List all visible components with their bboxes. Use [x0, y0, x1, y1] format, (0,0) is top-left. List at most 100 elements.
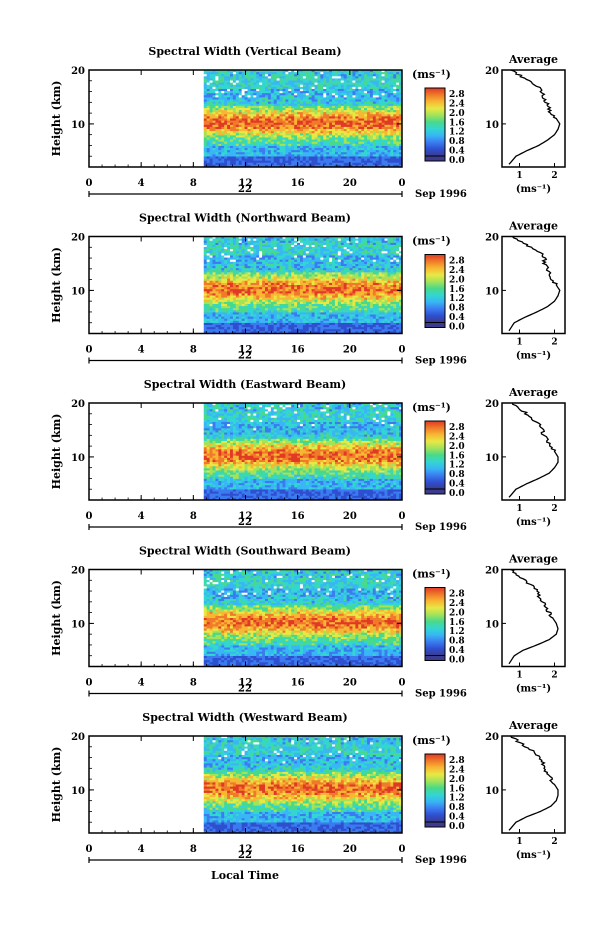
x-tick-label: 12	[239, 678, 253, 689]
profile-y-tick-label: 20	[485, 732, 499, 743]
colorbar-tick-label: 0.8	[449, 137, 465, 147]
profile-line	[508, 568, 559, 665]
panel-5: Spectral Width (Westward Beam) Height (km…	[50, 711, 566, 866]
colorbar-tick-label: 2.8	[449, 423, 465, 433]
colorbar	[424, 753, 446, 823]
y-axis-label: Height (km)	[50, 747, 63, 823]
y-axis-label: Height (km)	[50, 580, 63, 656]
profile-frame	[501, 69, 566, 168]
x-tick-label: 4	[138, 844, 145, 855]
profile-y-tick-label: 20	[485, 66, 499, 77]
profile-x-label: (ms⁻¹)	[516, 184, 551, 195]
date-marker: 22	[238, 850, 252, 861]
profile-title: Average	[508, 53, 558, 66]
profile-title: Average	[508, 719, 558, 732]
colorbar-tick-label: 1.6	[449, 784, 465, 794]
x-tick-label: 0	[86, 678, 93, 689]
y-tick-label: 20	[71, 233, 85, 244]
colorbar-tick-label: 0.8	[449, 304, 465, 314]
x-tick-label: 8	[190, 678, 197, 689]
colorbar-unit: (ms⁻¹)	[412, 235, 451, 248]
colorbar-tick-label: 2.8	[449, 756, 465, 766]
date-label: Sep 1996	[415, 522, 467, 533]
y-tick-label: 20	[71, 66, 85, 77]
x-axis-label-local-time: Local Time	[211, 869, 279, 882]
y-axis-label: Height (km)	[50, 414, 63, 490]
x-tick-label: 4	[138, 678, 145, 689]
y-tick-label: 10	[71, 286, 85, 297]
y-tick-label: 20	[71, 399, 85, 410]
x-tick-label: 0	[399, 178, 406, 189]
profile-x-tick-label: 2	[551, 338, 557, 348]
heatmap-cells	[203, 403, 403, 501]
x-tick-label: 20	[343, 178, 357, 189]
x-tick-label: 16	[291, 345, 305, 356]
profile-y-tick-label: 10	[485, 286, 499, 297]
panel-1: Spectral Width (Vertical Beam) Height (km…	[50, 45, 566, 200]
panel-title: Spectral Width (Northward Beam)	[139, 212, 351, 225]
colorbar-tick-label: 2.4	[449, 266, 465, 276]
panel-3: Spectral Width (Eastward Beam) Height (km…	[50, 378, 566, 533]
profile-x-tick-label: 1	[516, 504, 522, 514]
colorbar-tick-label: 2.0	[449, 775, 465, 785]
colorbar-floor	[424, 655, 446, 661]
profile-line	[508, 735, 559, 831]
profile-title: Average	[508, 220, 558, 233]
colorbar-floor	[424, 322, 446, 328]
colorbar-tick-label: 0.4	[449, 480, 465, 490]
profile-x-label: (ms⁻¹)	[516, 351, 551, 362]
date-marker: 22	[238, 351, 252, 362]
colorbar-tick-label: 2.0	[449, 442, 465, 452]
date-marker: 22	[238, 184, 252, 195]
colorbar-tick-label: 0.4	[449, 147, 465, 157]
x-tick-label: 0	[399, 511, 406, 522]
colorbar-floor	[424, 821, 446, 828]
profile-y-tick-label: 20	[485, 233, 499, 244]
colorbar-tick-label: 2.0	[449, 608, 465, 618]
x-tick-label: 20	[343, 678, 357, 689]
colorbar-floor	[424, 488, 446, 495]
y-tick-label: 10	[71, 120, 85, 131]
profile-frame	[501, 568, 566, 668]
colorbar-tick-label: 2.4	[449, 99, 465, 109]
profile-x-tick-label: 1	[516, 171, 522, 181]
colorbar-tick-label: 0.8	[449, 803, 465, 813]
profile-x-tick-label: 1	[516, 671, 522, 681]
colorbar-tick-label: 2.8	[449, 257, 465, 267]
panel-2: Spectral Width (Northward Beam) Height (k…	[50, 212, 566, 367]
heatmap-cells	[203, 569, 403, 667]
date-marker: 22	[238, 517, 252, 528]
colorbar	[424, 87, 446, 157]
colorbar-tick-label: 1.2	[449, 294, 465, 304]
panel-title: Spectral Width (Eastward Beam)	[144, 378, 346, 391]
y-tick-label: 10	[71, 619, 85, 630]
profile-x-tick-label: 2	[551, 671, 557, 681]
profile-x-tick-label: 2	[551, 504, 557, 514]
colorbar-tick-label: 1.2	[449, 128, 465, 138]
x-tick-label: 16	[291, 844, 305, 855]
heatmap-cells	[203, 236, 403, 334]
x-tick-label: 20	[343, 345, 357, 356]
colorbar-tick-label: 0.0	[449, 822, 465, 832]
profile-line	[508, 402, 559, 498]
x-tick-label: 4	[138, 345, 145, 356]
date-label: Sep 1996	[415, 689, 467, 700]
colorbar-tick-label: 2.4	[449, 599, 465, 609]
date-label: Sep 1996	[415, 356, 467, 367]
profile-frame	[501, 235, 566, 335]
colorbar-tick-label: 1.6	[449, 451, 465, 461]
colorbar-tick-label: 2.4	[449, 765, 465, 775]
y-axis-label: Height (km)	[50, 81, 63, 157]
x-tick-label: 0	[86, 511, 93, 522]
colorbar-unit: (ms⁻¹)	[412, 568, 451, 581]
profile-x-tick-label: 2	[551, 837, 557, 847]
colorbar-tick-label: 2.0	[449, 275, 465, 285]
colorbar-tick-label: 0.0	[449, 323, 465, 333]
colorbar-tick-label: 2.8	[449, 590, 465, 600]
colorbar	[424, 254, 446, 323]
colorbar-tick-label: 1.2	[449, 794, 465, 804]
profile-x-label: (ms⁻¹)	[516, 684, 551, 695]
colorbar-tick-label: 0.8	[449, 470, 465, 480]
profile-y-tick-label: 20	[485, 399, 499, 410]
